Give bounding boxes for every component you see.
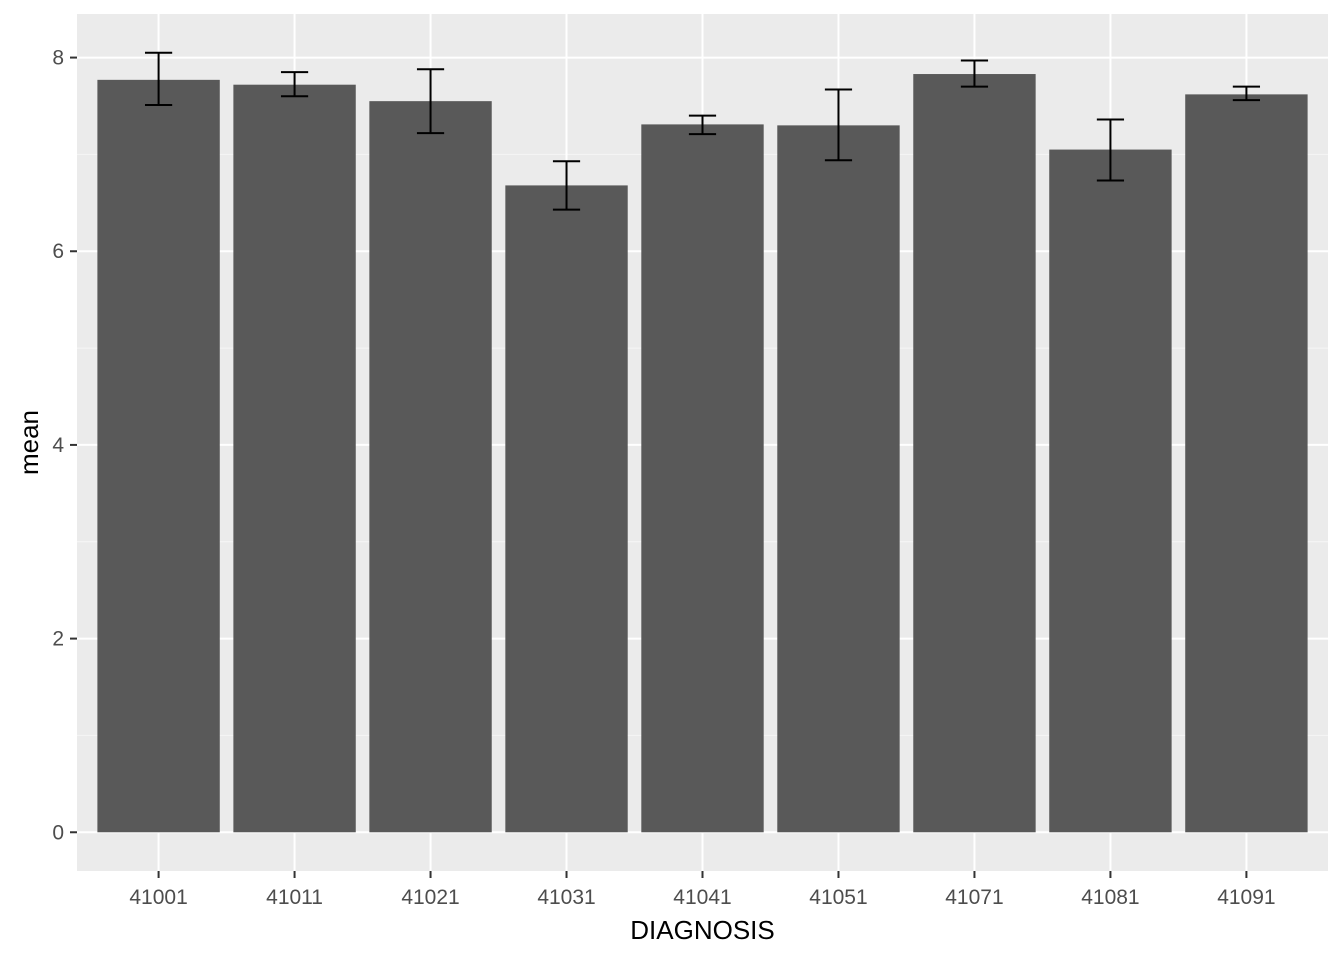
x-tick-label: 41021 — [401, 886, 459, 909]
error-bars — [144, 51, 1261, 211]
bar-41041 — [641, 124, 764, 833]
x-axis: 41001 41011 41021 41031 41041 41051 41071 41081… — [129, 871, 1276, 909]
x-tick-label: 41011 — [266, 886, 323, 909]
y-tick-label: 8 — [52, 47, 64, 70]
bar-41031 — [505, 185, 628, 833]
bars — [97, 74, 1308, 833]
y-tick-label: 4 — [52, 434, 64, 457]
y-tick-label: 2 — [52, 628, 64, 651]
x-tick-label: 41081 — [1081, 886, 1139, 909]
x-axis-title: DIAGNOSIS — [630, 915, 774, 945]
x-tick-label: 41031 — [537, 886, 595, 909]
bar-41021 — [369, 101, 492, 833]
bar-41001 — [97, 79, 220, 833]
x-tick-label: 41051 — [809, 886, 867, 909]
bar-41051 — [777, 125, 900, 833]
y-tick-label: 0 — [52, 821, 64, 844]
bar-41081 — [1049, 149, 1172, 833]
y-tick-label: 6 — [52, 240, 64, 263]
bar-41091 — [1185, 94, 1308, 833]
bar-41011 — [233, 84, 356, 833]
x-tick-label: 41071 — [945, 886, 1003, 909]
y-axis-title: mean — [14, 410, 44, 475]
x-tick-label: 41041 — [673, 886, 731, 909]
x-tick-label: 41091 — [1217, 886, 1275, 909]
bar-41071 — [913, 74, 1036, 833]
x-tick-label: 41001 — [129, 886, 187, 909]
y-axis: 0 2 4 6 8 — [52, 47, 77, 844]
